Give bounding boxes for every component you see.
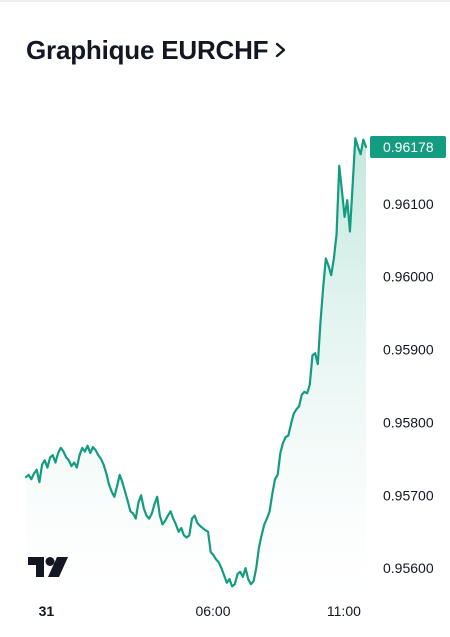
y-tick-label: 0.96100 [383, 196, 434, 212]
y-tick-label: 0.95700 [383, 487, 434, 503]
area-fill-path [26, 138, 366, 590]
series-line [24, 137, 368, 588]
chevron-right-icon [276, 42, 286, 58]
last-price-label: 0.96178 [383, 139, 434, 155]
y-tick-label: 0.95900 [383, 342, 434, 358]
y-tick-label: 0.96000 [383, 269, 434, 285]
y-tick-label: 0.95600 [383, 560, 434, 576]
chart-header-link[interactable]: Graphique EURCHF [26, 33, 288, 67]
tradingview-logo-icon[interactable] [28, 557, 68, 577]
x-tick-label: 06:00 [195, 603, 230, 619]
x-axis: 31 06:00 11:00 [39, 603, 361, 619]
chart-title: Graphique EURCHF [26, 35, 269, 65]
last-price-badge [370, 136, 446, 158]
y-axis: 0.96100 0.96000 0.95900 0.95800 0.95700 0.956… [383, 196, 434, 576]
last-price-tag: 0.96178 [370, 136, 446, 158]
x-tick-label: 11:00 [327, 603, 361, 619]
x-tick-label: 31 [39, 603, 55, 619]
price-line [24, 137, 368, 588]
area-fill [26, 138, 366, 590]
y-tick-label: 0.95800 [383, 414, 434, 430]
top-divider [0, 0, 450, 2]
